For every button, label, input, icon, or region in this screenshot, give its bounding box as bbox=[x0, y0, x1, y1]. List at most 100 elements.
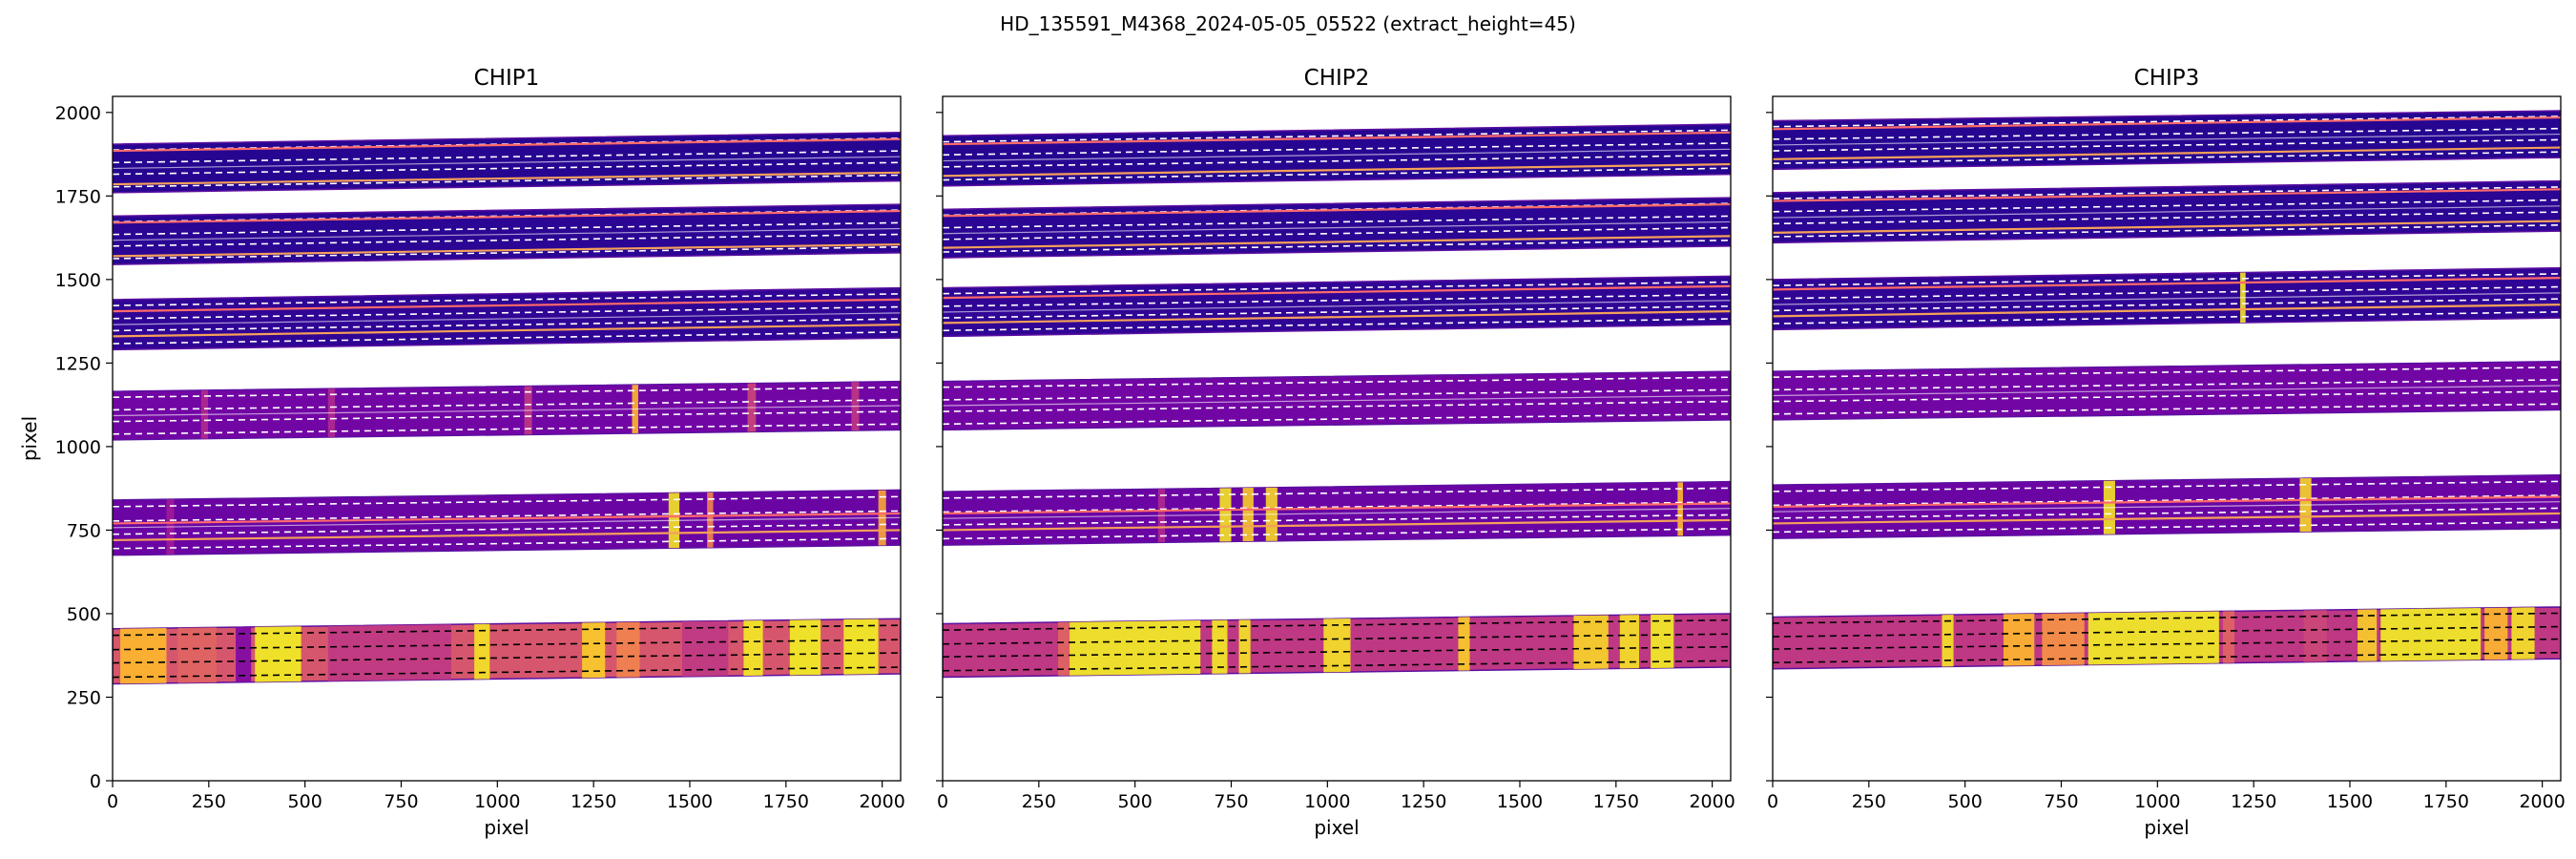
trace-line bbox=[943, 235, 1731, 249]
trace-line bbox=[943, 162, 1731, 178]
spectral-feature bbox=[582, 622, 606, 679]
center-line bbox=[1773, 133, 2561, 146]
x-tick-label: 1750 bbox=[1593, 791, 1639, 812]
extraction-track bbox=[1773, 379, 2561, 391]
x-tick-label: 250 bbox=[1852, 791, 1886, 812]
trace-line bbox=[113, 529, 901, 542]
extraction-track bbox=[943, 129, 1731, 143]
extraction-track bbox=[943, 400, 1731, 412]
extraction-track bbox=[113, 523, 901, 535]
spectral-feature bbox=[2042, 613, 2085, 666]
extraction-track bbox=[943, 215, 1731, 229]
trace-line bbox=[1773, 146, 2561, 160]
y-tick-label: 750 bbox=[67, 520, 101, 541]
extraction-track bbox=[113, 399, 901, 411]
spectral-feature bbox=[236, 626, 252, 682]
extraction-track bbox=[1773, 186, 2561, 199]
x-tick-label: 1500 bbox=[667, 791, 713, 812]
extraction-track bbox=[113, 495, 901, 508]
x-tick-label: 1250 bbox=[2231, 791, 2276, 812]
spectral-feature bbox=[120, 627, 167, 684]
spectral-feature bbox=[255, 626, 301, 682]
figure-title: HD_135591_M4368_2024-05-05_05522 (extrac… bbox=[1000, 12, 1576, 35]
extraction-track bbox=[943, 528, 1731, 540]
trace-line bbox=[1773, 304, 2561, 318]
extraction-track bbox=[943, 226, 1731, 241]
extraction-track bbox=[113, 245, 901, 260]
x-axis-label: pixel bbox=[1314, 816, 1359, 839]
spectral-feature bbox=[2303, 610, 2327, 662]
extraction-track bbox=[113, 293, 901, 306]
extraction-track bbox=[1773, 651, 2561, 664]
center-line bbox=[943, 300, 1731, 313]
axes-frame bbox=[942, 95, 1732, 782]
y-tick-label: 1500 bbox=[55, 270, 101, 291]
extraction-track bbox=[943, 487, 1731, 499]
center-line bbox=[943, 394, 1731, 407]
trace-line bbox=[1773, 512, 2561, 525]
spectral-feature bbox=[1238, 619, 1251, 674]
extraction-track bbox=[943, 305, 1731, 319]
extraction-track bbox=[1773, 494, 2561, 507]
x-tick-label: 1750 bbox=[2423, 791, 2469, 812]
trace-line bbox=[943, 310, 1731, 325]
extraction-track bbox=[1773, 521, 2561, 534]
extraction-track bbox=[113, 305, 901, 320]
x-tick-label: 1500 bbox=[2327, 791, 2373, 812]
extraction-track bbox=[113, 150, 901, 164]
spectral-feature bbox=[1619, 615, 1640, 669]
extraction-track bbox=[943, 293, 1731, 307]
x-tick-label: 2000 bbox=[2519, 791, 2565, 812]
extraction-track bbox=[943, 167, 1731, 181]
chip-panel-1: 0 250 500 750 1000 1250 1500 1750 2000 0 250 500 750… bbox=[18, 66, 905, 839]
axes-frame bbox=[112, 95, 902, 782]
x-tick-label: 750 bbox=[1214, 791, 1248, 812]
extraction-track bbox=[113, 161, 901, 176]
extraction-track bbox=[113, 537, 901, 550]
extraction-track bbox=[1773, 311, 2561, 325]
y-tick-label: 250 bbox=[67, 687, 101, 708]
extraction-track bbox=[113, 624, 901, 637]
trace-line bbox=[113, 298, 901, 313]
extraction-track bbox=[1773, 211, 2561, 225]
trace-line bbox=[113, 171, 901, 186]
extraction-track bbox=[113, 423, 901, 435]
extraction-track bbox=[113, 510, 901, 522]
extraction-track bbox=[1773, 625, 2561, 638]
chip-panel-2: 0 250 500 750 1000 1250 1500 1750 2000 CHIP2 pixel bbox=[936, 66, 1735, 839]
x-tick-label: 1000 bbox=[2134, 791, 2180, 812]
spectral-feature bbox=[789, 619, 821, 676]
chip-panel-3: 0 250 500 750 1000 1250 1500 1750 2000 CHIP3 pixel bbox=[1766, 66, 2566, 839]
spectral-feature bbox=[2484, 607, 2508, 660]
center-line bbox=[943, 148, 1731, 162]
spectral-feature bbox=[1070, 620, 1201, 676]
extraction-track bbox=[943, 239, 1731, 253]
center-line bbox=[113, 516, 901, 529]
extraction-track bbox=[943, 501, 1731, 513]
spectral-feature bbox=[2358, 609, 2378, 661]
x-tick-label: 750 bbox=[384, 791, 418, 812]
extraction-track bbox=[943, 376, 1731, 388]
extraction-track bbox=[113, 666, 901, 679]
trace-line bbox=[1773, 115, 2561, 131]
spectral-feature bbox=[2380, 608, 2482, 661]
x-tick-label: 750 bbox=[2044, 791, 2078, 812]
trace-line bbox=[943, 202, 1731, 218]
panel-title: CHIP1 bbox=[474, 66, 540, 91]
spectral-feature bbox=[843, 618, 879, 675]
x-tick-label: 2000 bbox=[859, 791, 904, 812]
plot-area bbox=[1773, 110, 2561, 670]
chip-panels: 0 250 500 750 1000 1250 1500 1750 2000 0 250 500 750… bbox=[18, 66, 2566, 839]
x-tick-label: 1250 bbox=[1401, 791, 1446, 812]
spectral-feature bbox=[1573, 615, 1609, 670]
trace-line bbox=[943, 502, 1731, 515]
spectral-feature bbox=[743, 620, 763, 677]
x-tick-label: 500 bbox=[1948, 791, 1983, 812]
extraction-track bbox=[943, 318, 1731, 332]
trace-line bbox=[113, 324, 901, 338]
x-tick-label: 0 bbox=[107, 791, 118, 812]
trace-line bbox=[113, 242, 901, 258]
extraction-track bbox=[113, 221, 901, 236]
center-line bbox=[113, 156, 901, 170]
plot-area bbox=[113, 132, 901, 685]
